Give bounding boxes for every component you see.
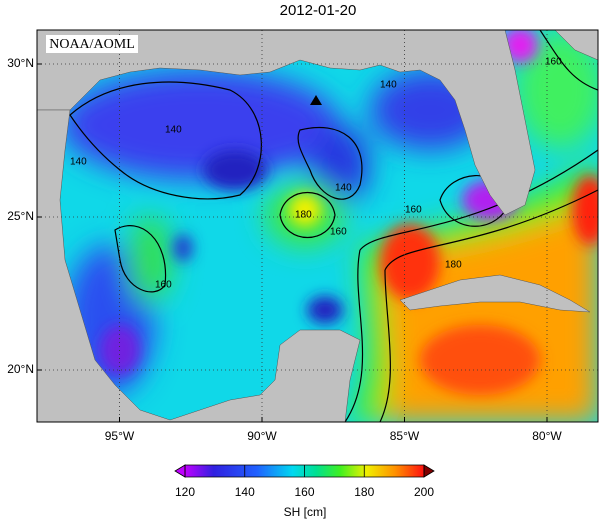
source-label: NOAA/AOML <box>49 37 135 52</box>
lon-tick-label: 80°W <box>532 429 562 443</box>
colorbar-label: SH [cm] <box>284 505 327 519</box>
colorbar-low-arrow <box>174 464 186 478</box>
source-box <box>46 35 138 53</box>
map-frame <box>36 29 599 423</box>
contour-label: 180 <box>295 210 312 221</box>
contour-label: 160 <box>155 280 172 291</box>
contour-label: 180 <box>445 260 462 271</box>
grid <box>37 30 598 422</box>
contour-label: 160 <box>405 205 422 216</box>
colorbar-tick-label: 160 <box>294 485 314 499</box>
contour-labels: 140 140 140 160 160 180 160 140 160 180 <box>70 57 562 291</box>
contour-label: 160 <box>330 227 347 238</box>
contour-label: 140 <box>165 125 182 136</box>
colorbar-tick-label: 200 <box>414 485 434 499</box>
lon-tick-label: 85°W <box>390 429 420 443</box>
lon-tick-label: 95°W <box>105 429 135 443</box>
lat-tick-label: 25°N <box>7 209 34 223</box>
lat-tick-label: 30°N <box>7 56 34 70</box>
lon-tick-label: 90°W <box>247 429 277 443</box>
lat-tick-label: 20°N <box>7 362 34 376</box>
contour-label: 140 <box>335 183 352 194</box>
contour-label: 140 <box>380 80 397 91</box>
contours <box>69 30 598 422</box>
colorbar-tick-label: 140 <box>235 485 255 499</box>
colorbar-high-arrow <box>423 464 435 478</box>
map-title: 2012-01-20 <box>280 2 357 19</box>
station-marker <box>310 95 322 105</box>
contour-label: 160 <box>545 57 562 68</box>
field: 140 140 140 160 160 180 160 140 160 180 … <box>37 30 598 422</box>
contour-label: 140 <box>70 157 87 168</box>
colorbar-tick-label: 180 <box>354 485 374 499</box>
colorbar-tick-label: 120 <box>175 485 195 499</box>
